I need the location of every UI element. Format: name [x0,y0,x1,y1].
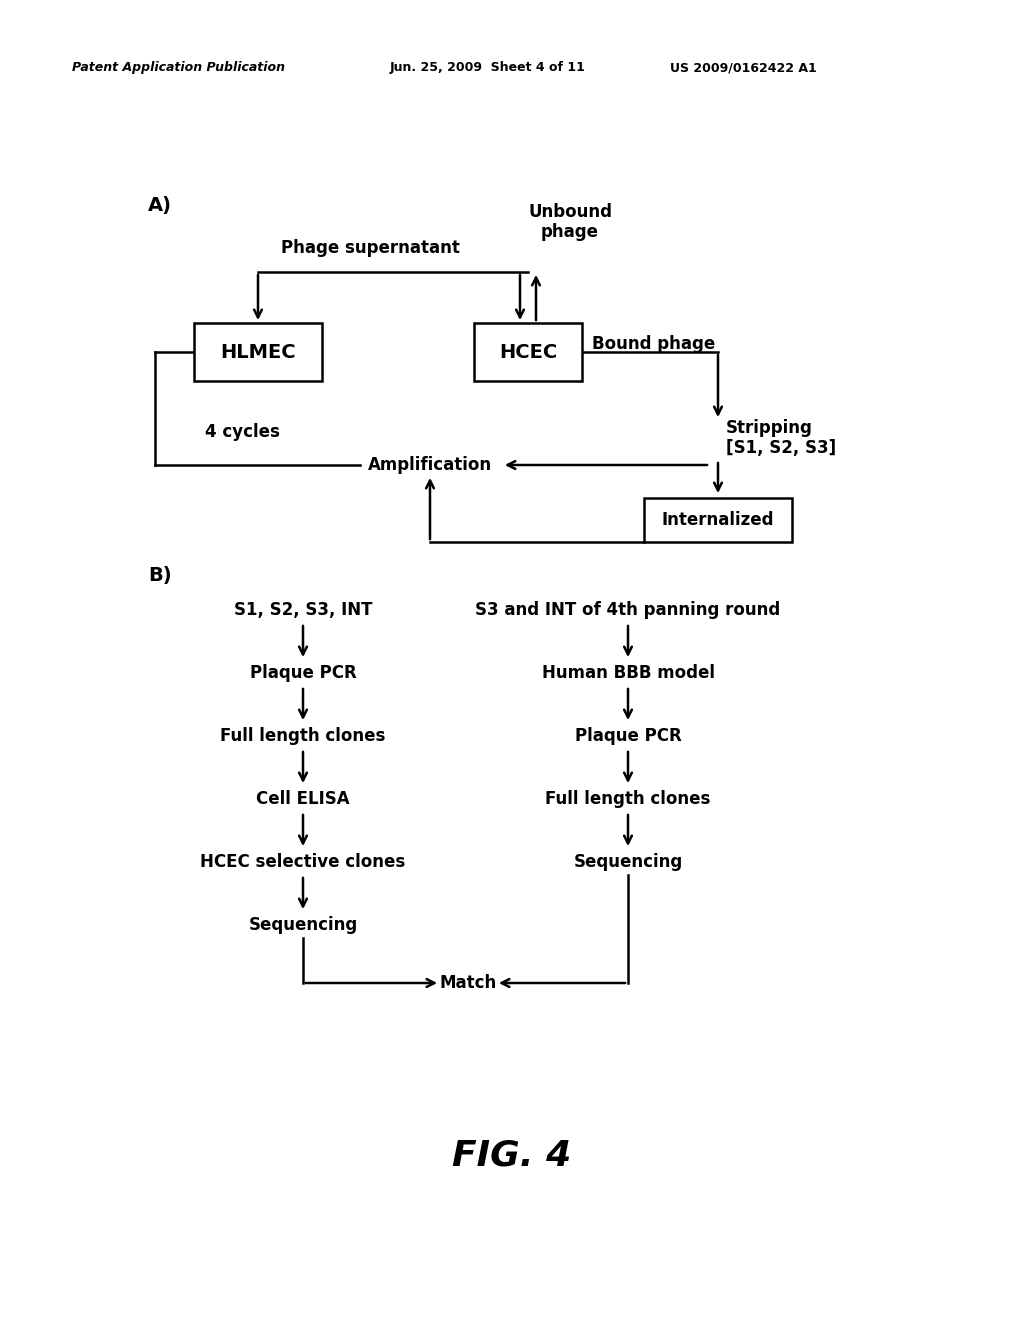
FancyBboxPatch shape [194,323,322,381]
FancyBboxPatch shape [644,498,792,543]
Text: Full length clones: Full length clones [220,727,386,744]
Text: Human BBB model: Human BBB model [542,664,715,682]
Text: HLMEC: HLMEC [220,342,296,362]
Text: 4 cycles: 4 cycles [205,422,280,441]
Text: Phage supernatant: Phage supernatant [281,239,460,257]
Text: Plaque PCR: Plaque PCR [250,664,356,682]
Text: FIG. 4: FIG. 4 [453,1138,571,1172]
Text: Full length clones: Full length clones [546,789,711,808]
Text: Sequencing: Sequencing [573,853,683,871]
Text: B): B) [148,565,172,585]
Text: HCEC: HCEC [499,342,557,362]
Text: Patent Application Publication: Patent Application Publication [72,62,285,74]
Text: Plaque PCR: Plaque PCR [574,727,681,744]
Text: Unbound
phage: Unbound phage [528,202,612,242]
Text: Cell ELISA: Cell ELISA [256,789,350,808]
FancyBboxPatch shape [474,323,582,381]
Text: Match: Match [439,974,497,993]
Text: Bound phage: Bound phage [592,335,715,352]
Text: Sequencing: Sequencing [249,916,357,935]
Text: S3 and INT of 4th panning round: S3 and INT of 4th panning round [475,601,780,619]
Text: Amplification: Amplification [368,455,493,474]
Text: HCEC selective clones: HCEC selective clones [201,853,406,871]
Text: Stripping
[S1, S2, S3]: Stripping [S1, S2, S3] [726,418,837,458]
Text: Jun. 25, 2009  Sheet 4 of 11: Jun. 25, 2009 Sheet 4 of 11 [390,62,586,74]
Text: S1, S2, S3, INT: S1, S2, S3, INT [233,601,373,619]
Text: Internalized: Internalized [662,511,774,529]
Text: A): A) [148,195,172,214]
Text: US 2009/0162422 A1: US 2009/0162422 A1 [670,62,817,74]
